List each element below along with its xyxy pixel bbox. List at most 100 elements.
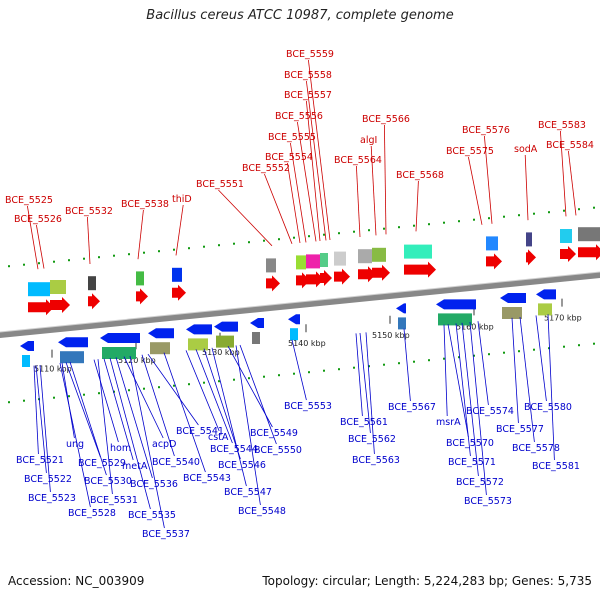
feature-block-forward: [526, 232, 532, 247]
gene-label-reverse: msrA: [436, 417, 461, 428]
gene-label-reverse: BCE_5563: [352, 455, 400, 466]
tick-dot: [368, 229, 370, 232]
label-leader-reverse: [443, 324, 448, 417]
gene-arrow-forward: [28, 299, 54, 316]
label-leader-reverse: [195, 349, 233, 444]
tick-dot: [293, 372, 295, 375]
gene-arrow-reverse: [20, 341, 34, 351]
gene-label-reverse: BCE_5537: [142, 529, 190, 540]
tick-dot: [518, 350, 520, 353]
gene-label-forward: BCE_5532: [65, 206, 113, 217]
tick-dot: [383, 227, 385, 230]
tick-dot: [203, 381, 205, 384]
tick-dot: [158, 386, 160, 389]
gene-label-forward: BCE_5576: [462, 125, 510, 136]
label-leader-reverse: [455, 323, 471, 457]
feature-block-reverse: [188, 338, 208, 351]
tick-dot: [578, 208, 580, 211]
gene-label-reverse: BCE_5573: [464, 496, 512, 507]
feature-block-forward: [334, 251, 346, 266]
tick-dot: [488, 353, 490, 356]
label-leader-forward: [27, 205, 39, 270]
feature-block-forward: [172, 267, 182, 282]
feature-block-reverse: [60, 351, 84, 364]
gene-arrow-forward: [172, 284, 186, 301]
genome-summary-text: Topology: circular; Length: 5,224,283 bp…: [262, 574, 592, 588]
tick-dot: [533, 348, 535, 351]
gene-label-reverse: hom: [110, 443, 131, 454]
tick-dot: [23, 263, 25, 266]
label-leader-reverse: [185, 350, 220, 432]
tick-dot: [113, 254, 115, 257]
gene-label-reverse: BCE_5535: [128, 510, 176, 521]
tick-dot: [578, 344, 580, 347]
scale-label: 5150 kbp: [372, 331, 410, 340]
tick-dot: [488, 217, 490, 220]
tick-dot: [338, 232, 340, 235]
label-leader-reverse: [69, 361, 107, 476]
label-leader-reverse: [147, 353, 199, 426]
tick-dot: [548, 347, 550, 350]
tick-dot: [173, 248, 175, 251]
label-leader-reverse: [519, 316, 535, 443]
label-leader-reverse: [163, 352, 206, 473]
gene-arrow-forward: [88, 293, 100, 310]
gene-label-reverse: BCE_5572: [456, 477, 504, 488]
gene-label-reverse: BCE_5541: [176, 426, 224, 437]
gene-label-reverse: BCE_5546: [218, 460, 266, 471]
gene-label-forward: algI: [360, 135, 377, 146]
gene-label-reverse: BCE_5571: [448, 457, 496, 468]
genome-backbone: [0, 272, 600, 338]
label-leader-forward: [306, 100, 321, 242]
tick-dot: [203, 245, 205, 248]
feature-block-forward: [486, 236, 498, 251]
label-leader-forward: [356, 165, 361, 238]
label-leader-reverse: [365, 332, 375, 455]
tick-dot: [218, 244, 220, 247]
tick-dot: [248, 241, 250, 244]
label-leader-reverse: [291, 339, 307, 401]
tick-dot: [398, 362, 400, 365]
gene-label-reverse: BCE_5528: [68, 508, 116, 519]
label-leader-reverse: [469, 321, 487, 496]
label-leader-reverse: [97, 359, 113, 495]
label-leader-forward: [290, 142, 307, 243]
gene-label-reverse: BCE_5581: [532, 461, 580, 472]
label-leader-reverse: [403, 328, 411, 402]
gene-label-reverse: BCE_5543: [183, 473, 231, 484]
label-leader-reverse: [39, 364, 51, 493]
label-leader-reverse: [59, 362, 91, 508]
gene-arrow-forward: [50, 297, 70, 313]
label-leader-reverse: [93, 359, 119, 443]
label-leader-reverse: [447, 324, 469, 438]
label-leader-reverse: [461, 322, 479, 477]
label-leader-forward: [484, 135, 493, 224]
gene-arrow-forward: [578, 244, 600, 261]
label-leader-forward: [87, 216, 91, 265]
feature-block-forward: [372, 247, 386, 262]
feature-block-reverse: [102, 347, 136, 359]
feature-block-forward: [136, 271, 144, 286]
tick-dot: [68, 395, 70, 398]
label-leader-reverse: [547, 314, 555, 461]
tick-dot: [188, 383, 190, 386]
gene-label-forward: BCE_5551: [196, 179, 244, 190]
label-leader-forward: [468, 156, 483, 225]
gene-label-reverse: BCE_5521: [16, 455, 64, 466]
label-leader-reverse: [35, 365, 47, 474]
tick-dot: [98, 256, 100, 259]
gene-label-reverse: BCE_5523: [28, 493, 76, 504]
feature-block-reverse: [252, 332, 260, 344]
label-leader-reverse: [33, 365, 39, 455]
tick-dot: [428, 359, 430, 362]
gene-label-reverse: BCE_5536: [130, 479, 178, 490]
tick-dot: [53, 396, 55, 399]
gene-arrow-reverse: [396, 303, 406, 314]
label-leader-reverse: [115, 357, 153, 479]
tick-dot: [458, 220, 460, 223]
tick-dot: [278, 374, 280, 377]
gene-label-reverse: BCE_5561: [340, 417, 388, 428]
tick-dot: [443, 357, 445, 360]
tick-dot: [338, 368, 340, 371]
tick-dot: [233, 242, 235, 245]
